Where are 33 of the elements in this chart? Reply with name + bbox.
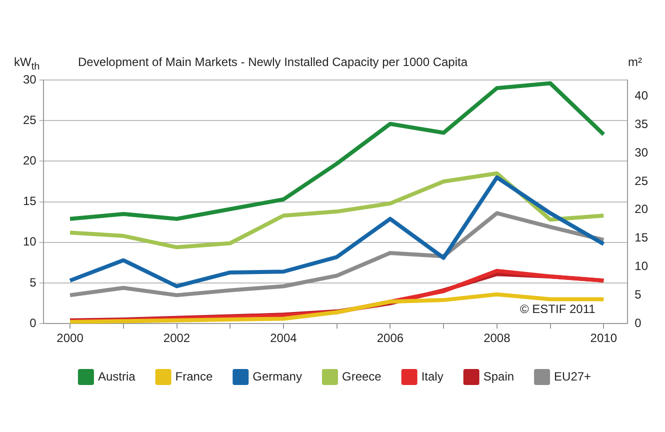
x-tick-label: 2002	[163, 331, 190, 346]
x-tick-label: 2006	[376, 331, 404, 346]
y-tick-label: 15	[22, 194, 37, 208]
y2-tick-label: 35	[634, 116, 648, 131]
legend-label: Italy	[421, 369, 444, 384]
legend-label: France	[175, 369, 213, 384]
y2-axis-title: m²	[628, 55, 642, 69]
legend-label: Austria	[98, 369, 136, 384]
y2-tick-label: 30	[634, 145, 648, 160]
legend-label: EU27+	[554, 369, 592, 384]
y2-tick-label: 5	[634, 287, 642, 302]
y2-tick-label: 20	[634, 202, 648, 216]
x-tick-label: 2010	[590, 331, 618, 346]
y-tick-label: 5	[30, 275, 37, 290]
legend-label: Spain	[483, 369, 514, 384]
y-tick-label: 25	[22, 112, 37, 127]
annotation: © ESTIF 2011	[520, 302, 596, 316]
y2-tick-label: 40	[634, 88, 648, 103]
x-tick-label: 2004	[270, 331, 298, 346]
y2-tick-label: 15	[634, 230, 648, 245]
y-tick-label: 30	[22, 72, 37, 86]
legend-label: Greece	[342, 369, 382, 384]
chart-title: Development of Main Markets - Newly Installed Capacity per 1000 Capita	[78, 55, 468, 69]
y-tick-label: 10	[22, 234, 37, 249]
y2-tick-label: 10	[634, 259, 648, 274]
x-tick-label: 2008	[484, 331, 511, 346]
y-axis-title: kW$_{th}$	[14, 55, 40, 72]
legend-label: Germany	[252, 369, 302, 384]
y2-tick-label: 0	[634, 316, 642, 330]
y-tick-label: 20	[22, 154, 37, 168]
x-tick-label: 2000	[56, 331, 84, 346]
y-tick-label: 0	[30, 316, 37, 330]
y2-tick-label: 25	[634, 174, 648, 188]
